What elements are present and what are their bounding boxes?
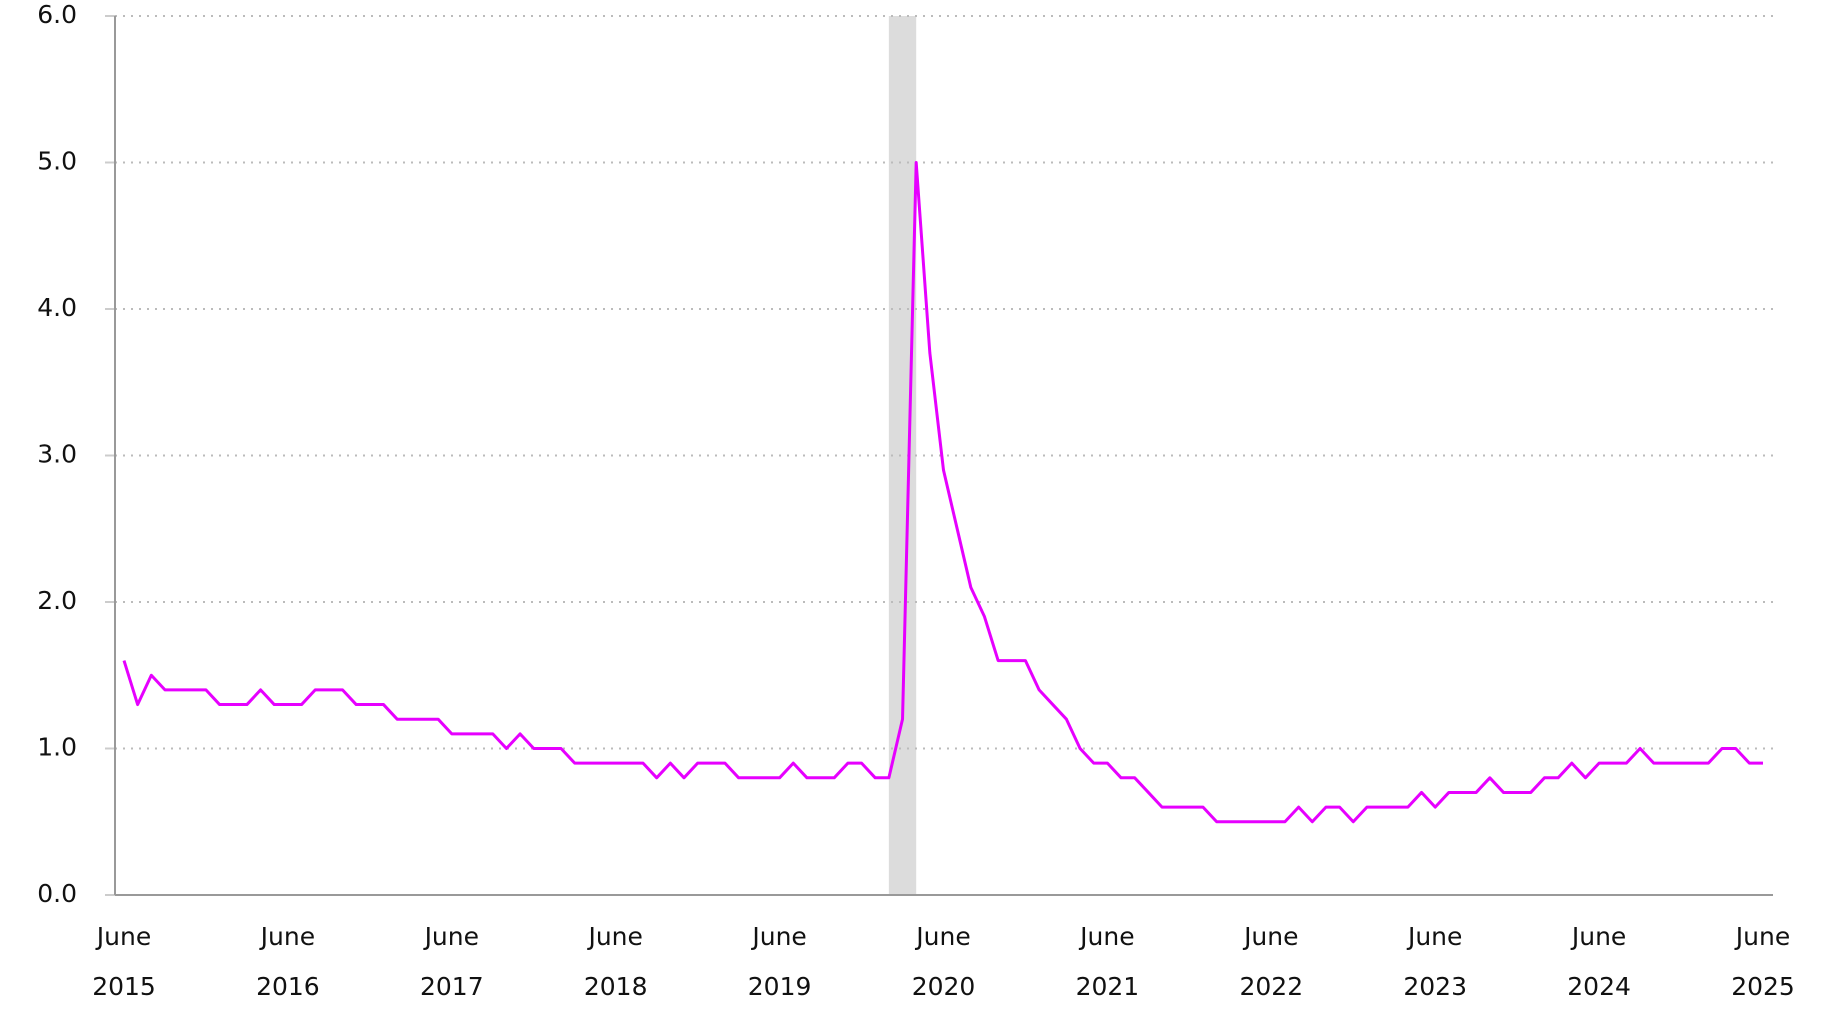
x-tick-label: June 2023 bbox=[1403, 922, 1467, 1001]
y-tick-label: 6.0 bbox=[37, 0, 77, 29]
line bbox=[122, 161, 1763, 824]
y-tick-label: 2.0 bbox=[37, 586, 77, 615]
y-tick-label: 0.0 bbox=[37, 879, 77, 908]
y-tick-label: 1.0 bbox=[37, 733, 77, 762]
x-tick-label: June 2021 bbox=[1075, 922, 1140, 1001]
x-tick-label: June 2024 bbox=[1567, 922, 1631, 1001]
x-tick-label: June 2017 bbox=[419, 922, 484, 1001]
y-tick-label: 4.0 bbox=[37, 293, 77, 322]
x-tick-label: June 2015 bbox=[92, 922, 156, 1001]
x-tick-label: June 2019 bbox=[747, 922, 812, 1001]
x-tick-label: June 2020 bbox=[911, 922, 976, 1001]
x-tick-label: June 2022 bbox=[1239, 922, 1304, 1001]
x-tick-label: June 2025 bbox=[1731, 922, 1795, 1001]
x-tick-label: June 2018 bbox=[583, 922, 648, 1001]
y-tick-label: 5.0 bbox=[37, 147, 77, 176]
x-tick-label: June 2016 bbox=[256, 922, 320, 1001]
shaded-band bbox=[888, 16, 917, 895]
y-tick-label: 3.0 bbox=[37, 440, 77, 469]
